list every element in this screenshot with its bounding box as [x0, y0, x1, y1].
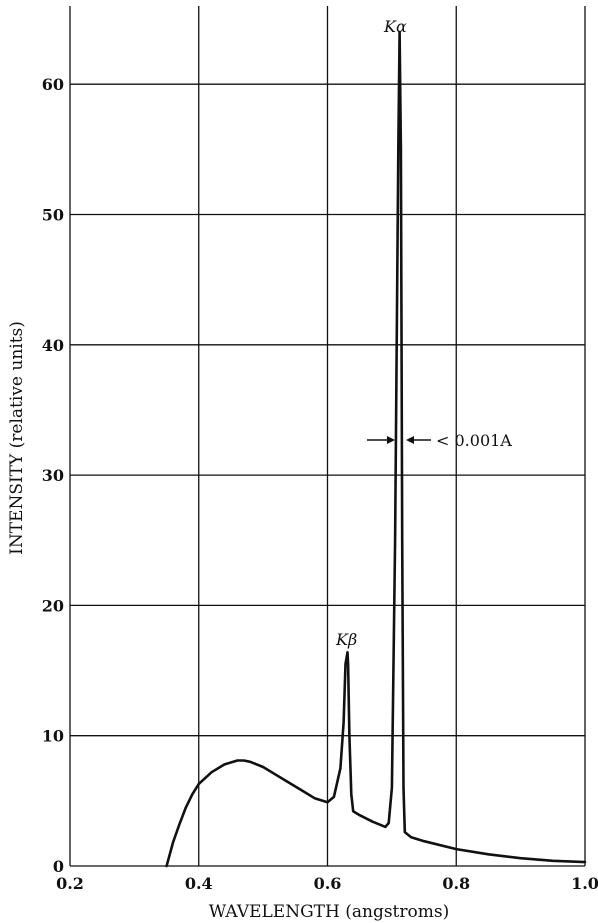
- y-tick-label: 10: [42, 727, 64, 746]
- x-tick-labels: 0.2 0.4 0.6 0.8 1.0: [56, 874, 598, 893]
- k-beta-label: Kβ: [335, 630, 357, 649]
- grid: [69, 6, 586, 867]
- x-tick-label: 0.2: [56, 874, 84, 893]
- line-width-label: < 0.001A: [436, 431, 512, 450]
- left-arrow-head: [387, 436, 395, 444]
- k-alpha-label: Kα: [383, 17, 407, 36]
- right-arrow-head: [406, 436, 414, 444]
- y-tick-label: 40: [42, 336, 64, 355]
- y-axis-title: INTENSITY (relative units): [7, 321, 27, 555]
- y-tick-label: 50: [42, 205, 64, 224]
- y-tick-label: 60: [42, 75, 64, 94]
- y-tick-labels: 0 10 20 30 40 50 60: [42, 75, 64, 876]
- x-tick-label: 0.4: [185, 874, 213, 893]
- x-tick-label: 1.0: [571, 874, 598, 893]
- series-line-intensity: [165, 30, 587, 868]
- y-tick-label: 0: [53, 857, 64, 876]
- y-tick-label: 30: [42, 466, 64, 485]
- y-tick-label: 20: [42, 596, 64, 615]
- x-tick-label: 0.6: [314, 874, 342, 893]
- x-tick-label: 0.8: [442, 874, 470, 893]
- line-width-annotation: < 0.001A: [367, 431, 512, 450]
- x-axis-title: WAVELENGTH (angstroms): [209, 902, 449, 922]
